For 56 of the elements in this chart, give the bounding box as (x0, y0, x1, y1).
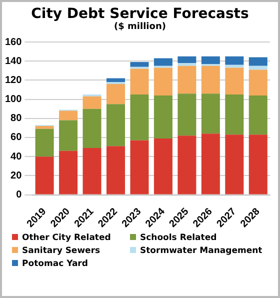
bar (130, 94, 149, 140)
bar (225, 94, 244, 135)
chart-title: City Debt Service Forecasts (30, 6, 250, 22)
bar (106, 84, 125, 104)
bar (201, 66, 220, 94)
bar (82, 96, 102, 109)
legend-label: Stormwater Management (139, 246, 264, 256)
bar (178, 66, 196, 94)
bar (225, 134, 244, 194)
chart-subtitle: ($ million) (113, 22, 167, 33)
bar (59, 110, 78, 120)
bar (225, 56, 244, 65)
bar (154, 95, 172, 138)
y-tick-label: 160 (4, 36, 22, 48)
y-tick-label: 60 (10, 132, 22, 144)
bar (106, 146, 125, 194)
bar (178, 63, 196, 66)
y-tick-label: 40 (10, 151, 22, 162)
bar (106, 78, 125, 82)
bar (106, 104, 125, 146)
bar (248, 57, 268, 66)
legend-label: Potomac Yard (21, 259, 89, 269)
bar (59, 150, 78, 194)
bar (201, 56, 220, 64)
bar (154, 68, 172, 96)
bar (248, 134, 268, 194)
y-tick-label: 0 (16, 190, 22, 201)
bar (248, 95, 268, 135)
legend-label: Schools Related (139, 233, 218, 243)
bar (82, 148, 102, 194)
bar (178, 136, 196, 194)
y-tick-label: 80 (10, 113, 22, 124)
y-tick-label: 120 (4, 74, 22, 86)
legend-label: Other City Related (21, 233, 112, 243)
bar (225, 68, 244, 95)
y-tick-label: 100 (4, 94, 22, 106)
bar (154, 58, 172, 66)
bar (248, 70, 268, 96)
bar (130, 140, 149, 194)
bar (35, 126, 54, 129)
bar (82, 108, 102, 148)
bar (130, 68, 149, 95)
bar (154, 138, 172, 194)
bar (201, 134, 220, 194)
bar (178, 56, 196, 64)
bar (178, 94, 196, 136)
bar (225, 64, 244, 68)
y-tick-label: 140 (4, 56, 22, 67)
legend-label: Sanitary Sewers (21, 246, 102, 256)
bar (35, 156, 54, 194)
bar (35, 128, 54, 157)
y-tick-label: 20 (10, 170, 22, 182)
bar (59, 120, 78, 151)
bar (201, 94, 220, 134)
bar (248, 66, 268, 70)
bar (130, 62, 149, 67)
